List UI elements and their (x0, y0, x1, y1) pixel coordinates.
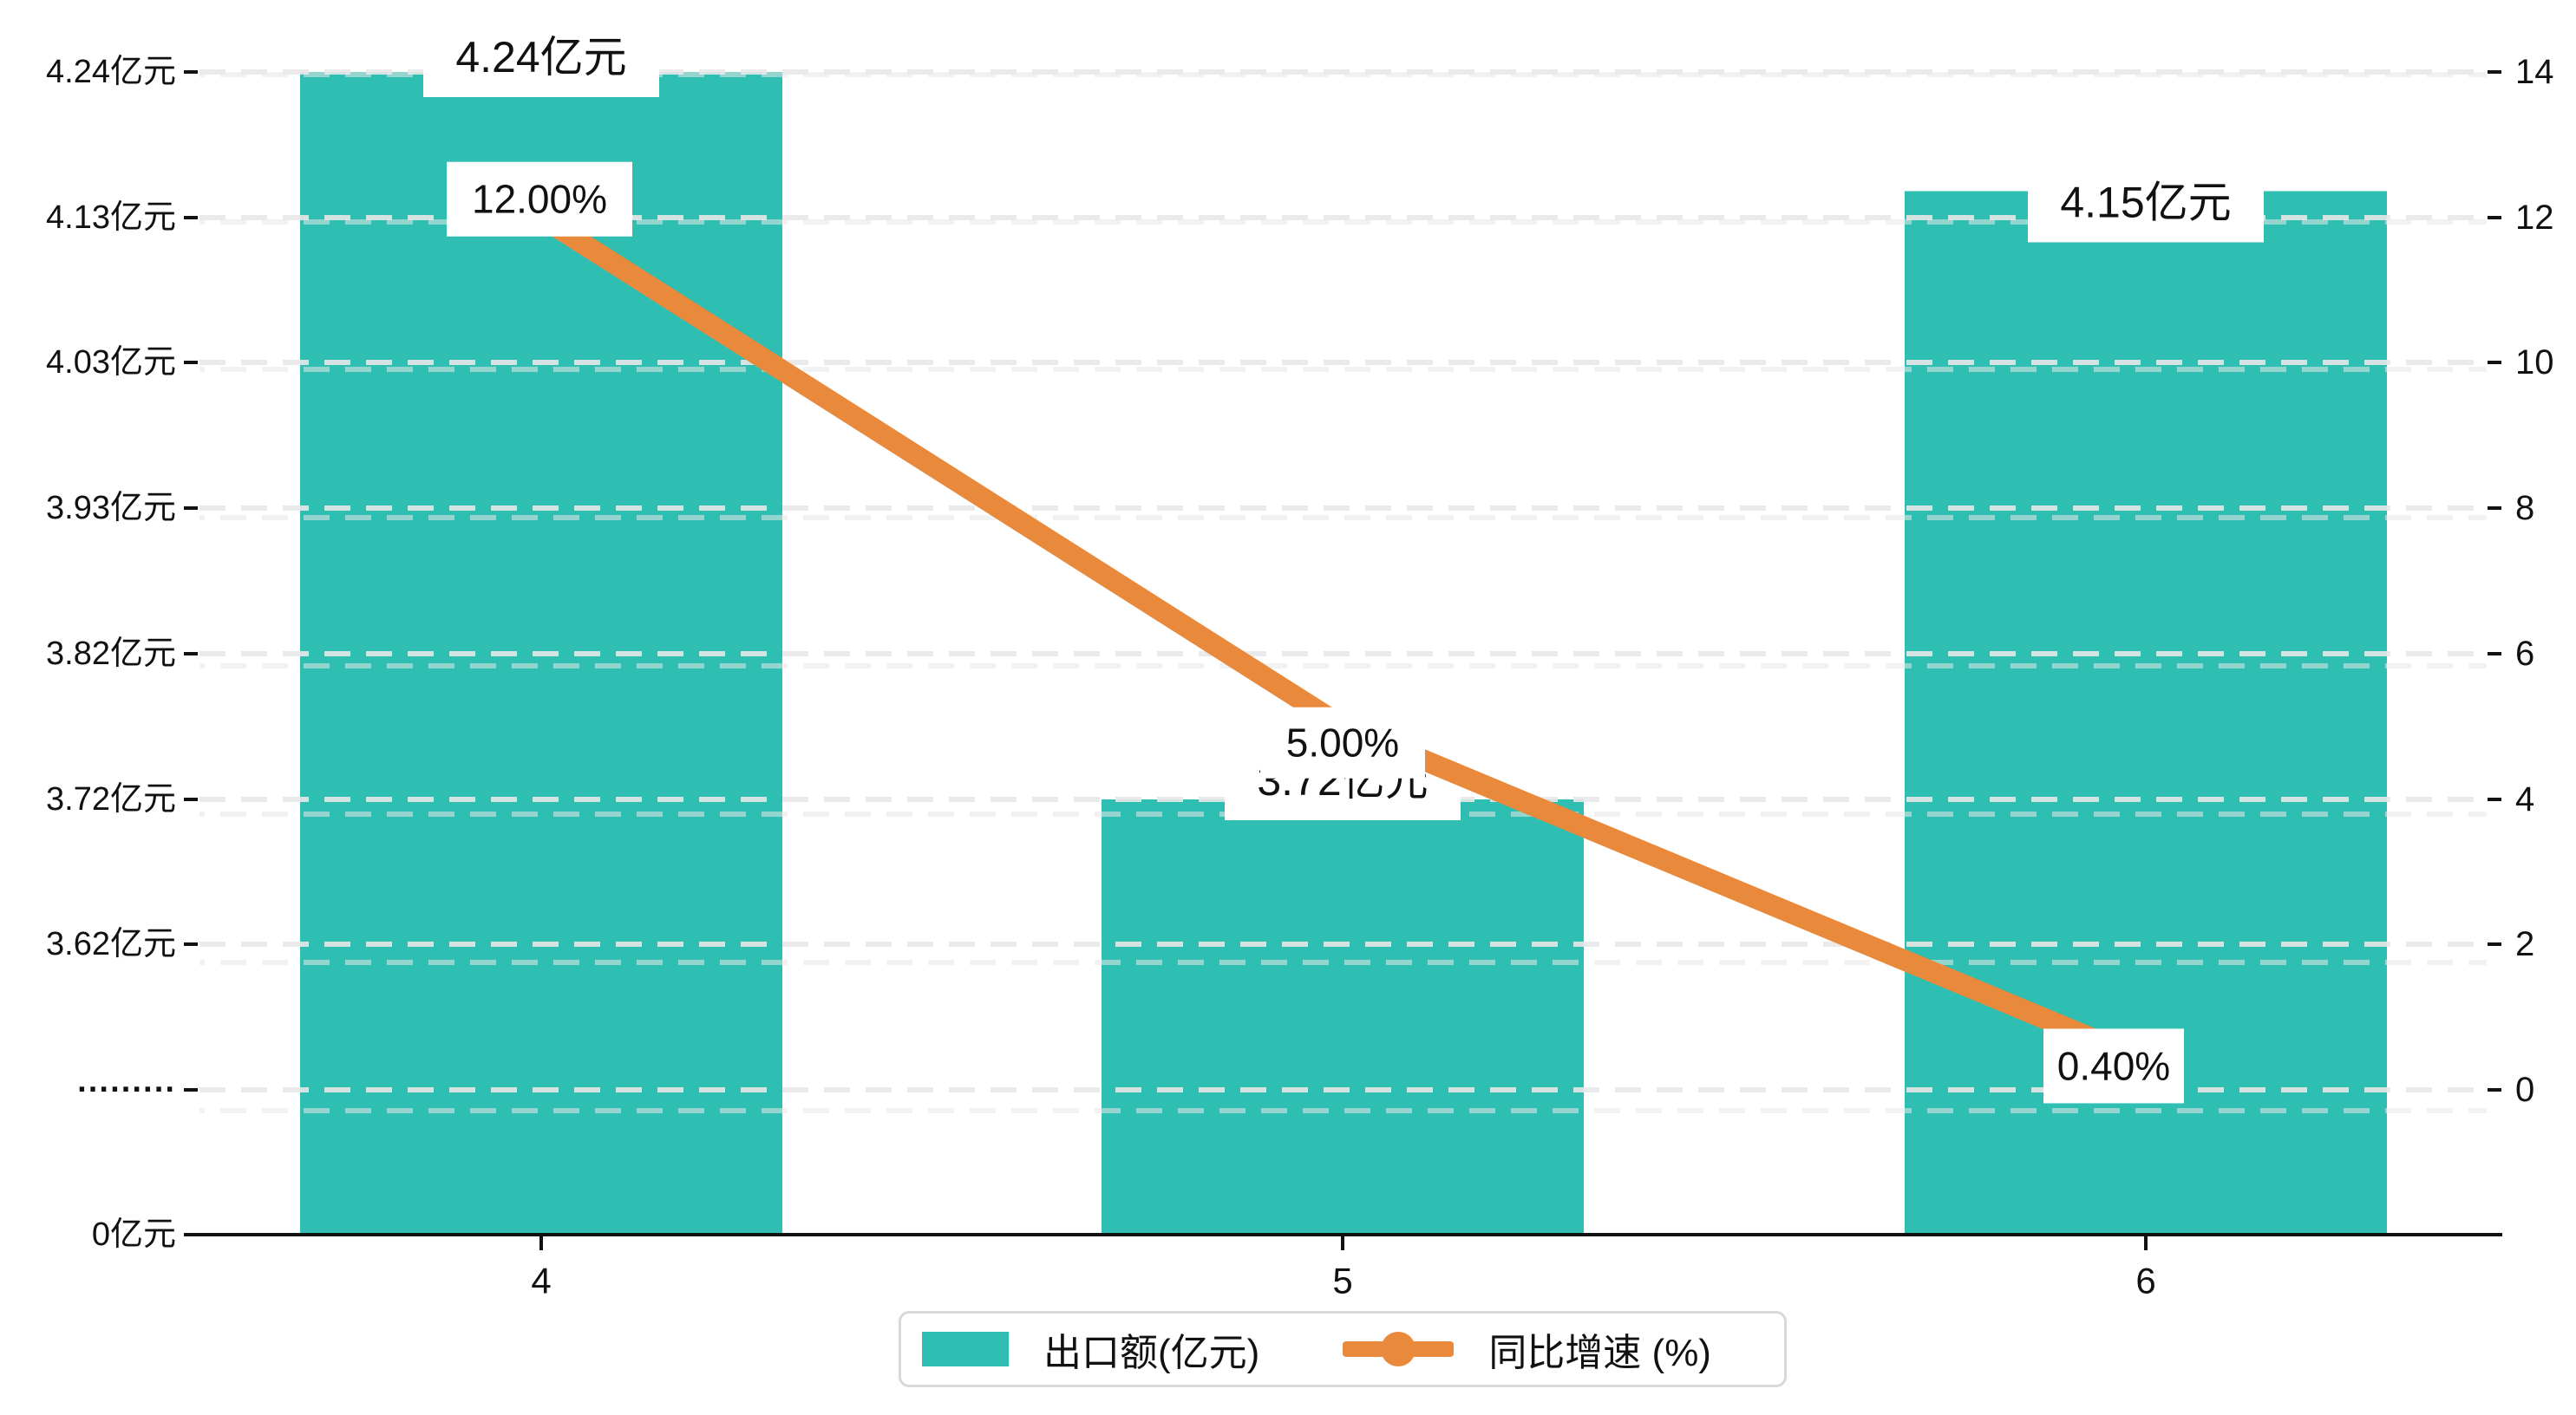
left-axis-tick-label: ········· (77, 1072, 176, 1108)
x-axis-tick-label: 6 (2135, 1261, 2155, 1301)
right-axis-tick-label: 0 (2515, 1071, 2534, 1109)
right-axis-tick-label: 14 (2515, 53, 2554, 91)
growth-value-label: 5.00% (1286, 721, 1399, 766)
left-axis-tick-label: 4.24亿元 (46, 54, 176, 90)
bar-value-label-box (2028, 162, 2264, 243)
legend-item-export[interactable]: 出口额(亿元) (922, 1321, 1259, 1377)
line-swatch-icon (1343, 1332, 1455, 1366)
bar-value-label: 4.15亿元 (2060, 178, 2231, 226)
right-axis-tick-label: 12 (2515, 199, 2554, 237)
legend-label-growth: 同比增速 (%) (1488, 1332, 1711, 1374)
left-axis-tick-label: 4.13亿元 (46, 199, 176, 236)
left-axis-tick-label: 4.03亿元 (46, 344, 176, 381)
bar-swatch-icon (922, 1332, 1009, 1366)
bar-value-label-box (423, 17, 659, 97)
left-axis-tick-label: 3.82亿元 (46, 636, 176, 672)
right-axis-tick-label: 4 (2515, 780, 2534, 818)
legend-item-growth[interactable]: 同比增速 (%) (1343, 1321, 1711, 1377)
growth-value-label-box (2043, 1028, 2184, 1104)
left-axis-tick-label: 3.93亿元 (46, 490, 176, 526)
right-axis-tick-label: 8 (2515, 489, 2534, 527)
left-axis-tick-label: 3.72亿元 (46, 781, 176, 818)
bar-month-5 (1102, 799, 1584, 1235)
left-axis-tick-label: 3.62亿元 (46, 926, 176, 962)
growth-value-label: 0.40% (2057, 1043, 2170, 1088)
bar-value-label: 4.24亿元 (455, 33, 626, 82)
growth-value-label: 12.00% (472, 177, 607, 222)
growth-value-label-box (1260, 707, 1425, 779)
x-axis-tick-label: 5 (1332, 1261, 1352, 1301)
right-axis-tick-label: 2 (2515, 925, 2534, 963)
right-axis-tick-label: 10 (2515, 343, 2554, 381)
left-axis-tick-label: 0亿元 (92, 1216, 176, 1253)
legend-label-export: 出口额(亿元) (1043, 1332, 1260, 1374)
legend: 出口额(亿元) 同比增速 (%) (899, 1311, 1787, 1387)
x-axis-tick-label: 4 (531, 1261, 551, 1301)
right-axis-tick-label: 6 (2515, 635, 2534, 673)
growth-value-label-box (447, 161, 632, 237)
